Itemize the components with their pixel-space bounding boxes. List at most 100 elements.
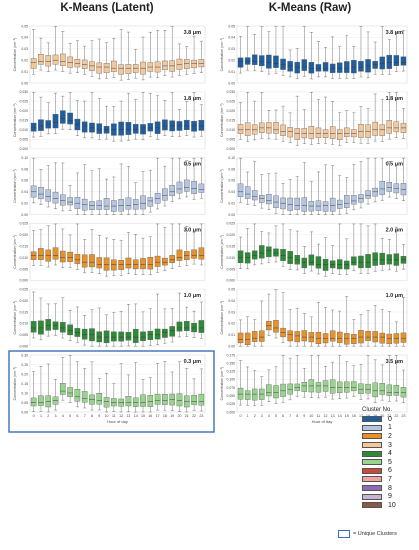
y-tick-label: 0.050	[227, 394, 236, 398]
box-hour-22	[393, 31, 400, 72]
box	[244, 122, 251, 136]
box-hour-9	[96, 235, 103, 274]
box-hour-9	[301, 109, 308, 144]
box-hour-4	[266, 31, 272, 75]
box-hour-18	[365, 310, 371, 347]
box	[379, 252, 385, 265]
box	[315, 127, 322, 139]
box-hour-0	[237, 319, 244, 347]
box-hour-14	[132, 234, 139, 275]
box-hour-15	[344, 35, 350, 79]
box-hour-3	[52, 303, 59, 336]
box	[351, 381, 357, 392]
box-hour-19	[372, 41, 378, 75]
box-hour-23	[400, 30, 407, 72]
box-hour-9	[96, 168, 103, 215]
box	[176, 58, 183, 70]
box-hour-21	[183, 101, 190, 136]
box	[89, 254, 95, 268]
box	[103, 330, 110, 344]
x-tick-label: 20	[177, 414, 181, 418]
box	[344, 260, 350, 270]
box	[67, 387, 73, 397]
box-hour-4	[266, 293, 272, 336]
y-axis-label: Concentration (cm⁻³)	[220, 235, 224, 269]
y-tick-label: 0.04	[21, 190, 28, 194]
box-hour-20	[176, 109, 183, 137]
box-hour-12	[322, 237, 329, 277]
box	[118, 121, 124, 136]
box-hour-23	[198, 104, 205, 137]
box	[198, 247, 205, 260]
box	[162, 119, 168, 131]
box	[183, 179, 190, 192]
box	[301, 197, 308, 212]
box	[351, 60, 357, 74]
y-tick-label: 0.150	[227, 361, 236, 365]
y-tick-label: 0.020	[20, 233, 29, 237]
particle-size-label: 0.5 μm	[386, 162, 404, 168]
box-hour-15	[140, 171, 146, 215]
box-hour-16	[351, 46, 357, 79]
y-tick-label: 0.010	[20, 322, 29, 326]
legend-item-10: 10	[362, 501, 414, 510]
legend-swatch	[362, 442, 382, 449]
box	[358, 383, 364, 394]
box	[96, 393, 103, 405]
box-hour-3	[259, 376, 265, 406]
panel-11: 0.000 0.025 0.050 0.075 0.100 0.125 0.150 0.175…	[220, 353, 408, 424]
box-hour-20	[379, 309, 385, 347]
box	[74, 58, 81, 68]
box-hour-16	[147, 93, 154, 138]
legend-label: 5	[388, 458, 392, 466]
y-tick-label: 0.10	[21, 156, 28, 160]
y-tick-label: 0.020	[227, 233, 236, 237]
box	[393, 385, 400, 396]
box-hour-2	[251, 34, 258, 71]
box-hour-8	[89, 40, 95, 77]
box-hour-20	[379, 99, 385, 142]
y-tick-label: 0.15	[21, 382, 28, 386]
box-hour-11	[111, 176, 117, 215]
box	[237, 124, 244, 134]
box-hour-4	[60, 95, 66, 130]
y-tick-label: 0.005	[227, 267, 236, 271]
box-hour-3	[52, 162, 59, 209]
box-hour-0	[237, 236, 244, 269]
box-hour-20	[176, 157, 183, 200]
box-hour-7	[287, 309, 293, 347]
box-hour-9	[301, 246, 308, 274]
box	[294, 128, 300, 140]
box	[30, 122, 37, 132]
box	[315, 200, 322, 211]
y-tick-label: 0.100	[227, 378, 236, 382]
unique-clusters-key: = Unique Clusters	[338, 530, 397, 538]
legend-swatch	[362, 450, 382, 457]
box	[273, 248, 279, 257]
box-hour-3	[52, 92, 59, 134]
unique-panel-border	[8, 350, 215, 433]
x-tick-label: 23	[199, 414, 203, 418]
box-hour-15	[344, 296, 350, 347]
box-hour-5	[273, 225, 279, 263]
box	[372, 187, 378, 197]
box-hour-20	[379, 26, 385, 75]
legend-item-6: 6	[362, 467, 414, 476]
box	[198, 120, 205, 131]
x-tick-label: 3	[261, 414, 263, 418]
box	[244, 57, 251, 65]
box-hour-1	[38, 37, 44, 71]
y-tick-label: 0.000	[227, 147, 236, 151]
box-hour-17	[358, 223, 364, 274]
box-hour-3	[259, 300, 265, 347]
x-tick-label: 23	[401, 414, 405, 418]
y-axis-label: Concentration (cm⁻³)	[220, 103, 224, 137]
box	[336, 62, 343, 73]
legend-label: 8	[388, 484, 392, 492]
box-hour-23	[198, 368, 205, 412]
legend-label: 4	[388, 450, 392, 458]
x-tick-label: 11	[112, 414, 116, 418]
y-tick-label: 0.02	[21, 202, 28, 206]
legend-item-8: 8	[362, 484, 414, 493]
plot-area	[236, 157, 408, 215]
